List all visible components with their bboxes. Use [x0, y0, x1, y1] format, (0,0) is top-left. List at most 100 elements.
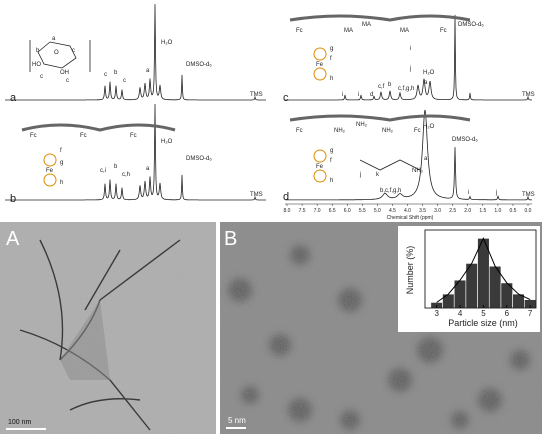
peak-label: DMSO-d₆: [458, 22, 484, 28]
structure-label: g: [330, 148, 333, 154]
structure-label: h: [60, 180, 63, 186]
spectrum-trace: [5, 103, 266, 201]
nmr-tick-label: 6.5: [329, 208, 336, 214]
peak-label: c,f: [378, 84, 385, 90]
nmr-axis-label: Chemical Shift (ppm): [387, 215, 434, 221]
peak-label: b: [114, 164, 118, 170]
peak-label: a: [146, 166, 150, 172]
y-axis-label: Number (%): [405, 246, 415, 295]
peak-label: j: [495, 190, 497, 196]
peak-label: a: [424, 80, 428, 86]
nmr-tick-label: 7.0: [314, 208, 321, 214]
structure-label: Fc: [296, 28, 303, 34]
structure-label: Fc: [440, 28, 447, 34]
nmr-tick-label: 5.5: [359, 208, 366, 214]
tem-image-a: A 100 nm: [0, 222, 216, 434]
structure-label: c: [72, 48, 75, 54]
nmr-tick-label: 6.0: [344, 208, 351, 214]
structure-label: a: [52, 36, 56, 42]
nmr-tick-label: 3.0: [434, 208, 441, 214]
structure-label: f: [60, 148, 62, 154]
peak-label: c: [104, 72, 107, 78]
peak-label: i: [358, 92, 359, 98]
peak-label: H₂O: [161, 139, 173, 145]
structure-label: Fc: [130, 133, 137, 139]
nmr-tick-label: 0.0: [525, 208, 532, 214]
structure-label: NH₂: [382, 128, 394, 134]
spectrum-trace: [5, 4, 266, 101]
peak-label: a: [424, 156, 428, 162]
structure-label: j: [409, 66, 411, 72]
spectrum-label: c: [283, 92, 289, 104]
structure-label: Fe: [46, 168, 54, 174]
x-tick-label: 7: [528, 309, 533, 318]
peak-label: b: [388, 82, 392, 88]
histogram: 3 4 5 6 7: [424, 229, 537, 318]
nmr-tick-label: 1.0: [494, 208, 501, 214]
x-tick-label: 3: [434, 309, 439, 318]
structure-label: Fe: [316, 164, 324, 170]
peak-label: i: [468, 190, 469, 196]
peak-label: c,i: [100, 168, 106, 174]
x-tick-label: 4: [458, 309, 463, 318]
peak-label: c,h: [122, 172, 130, 178]
x-axis-label: Particle size (nm): [448, 318, 518, 328]
structure-label: Fe: [316, 62, 324, 68]
plot-frame: [424, 229, 537, 309]
scale-bar-label: 100 nm: [8, 419, 32, 426]
structure-label: NH₂: [356, 122, 368, 128]
structure-label: b: [36, 48, 40, 54]
peak-label: TMS: [250, 192, 263, 198]
image-label: B: [224, 228, 237, 250]
peak-label: TMS: [522, 192, 535, 198]
x-tick-label: 5: [481, 309, 486, 318]
structure-label: MA: [362, 22, 371, 28]
structure-label: c: [40, 74, 43, 80]
peak-label: c: [123, 78, 126, 84]
structure-label: MA: [400, 28, 409, 34]
nmr-tick-label: 0.5: [509, 208, 516, 214]
image-label: A: [6, 228, 20, 250]
spectrum-trace: [285, 14, 532, 101]
structure-label: MA: [344, 28, 353, 34]
spectrum-trace: [285, 109, 532, 201]
nmr-tick-label: 8.0: [284, 208, 291, 214]
peak-label: a: [146, 68, 150, 74]
spectra: [5, 4, 532, 201]
nmr-ticks: 8.0 7.5 7.0 6.5 6.0 5.5 5.0 4.5 4.0 3.5 3.0 2.5 2.0 1…: [284, 204, 532, 214]
peak-label: c,f,g,h: [398, 86, 414, 92]
fit-curve: [436, 237, 531, 303]
peak-label: b: [114, 70, 118, 76]
peak-label: d: [370, 92, 373, 98]
structure-label: Fc: [296, 128, 303, 134]
histogram-bar: [442, 293, 455, 309]
scale-bar-label: 5 nm: [228, 416, 246, 425]
nmr-tick-label: 3.5: [419, 208, 426, 214]
structure-label: c: [66, 78, 69, 84]
tem-image-b: B 5 nm: [220, 222, 542, 434]
structure-label: Fc: [30, 133, 37, 139]
peak-label: H₂O: [423, 124, 435, 130]
structure-label: h: [330, 178, 333, 184]
peak-label: DMSO-d₆: [186, 62, 212, 68]
peak-label: b,c,f,g,h: [380, 188, 401, 194]
peak-label: i: [342, 92, 343, 98]
structure-label: h: [330, 76, 333, 82]
nmr-tick-label: 4.5: [389, 208, 396, 214]
structure-label: f: [330, 56, 332, 62]
peak-label: H₂O: [423, 70, 435, 76]
spectrum-label: a: [10, 92, 17, 104]
structure-label: NH₂: [334, 128, 346, 134]
structure-label: OH: [60, 70, 69, 76]
structure-label: f: [330, 158, 332, 164]
nmr-tick-label: 5.0: [374, 208, 381, 214]
structure-sketches: [21, 14, 471, 187]
structure-label: j: [359, 172, 361, 178]
peak-label: DMSO-d₆: [186, 156, 212, 162]
structure-label: Fc: [80, 133, 87, 139]
structure-label: k: [376, 172, 380, 178]
histogram-bar: [465, 263, 478, 309]
peak-label: TMS: [522, 92, 535, 98]
peak-label: H₂O: [161, 40, 173, 46]
